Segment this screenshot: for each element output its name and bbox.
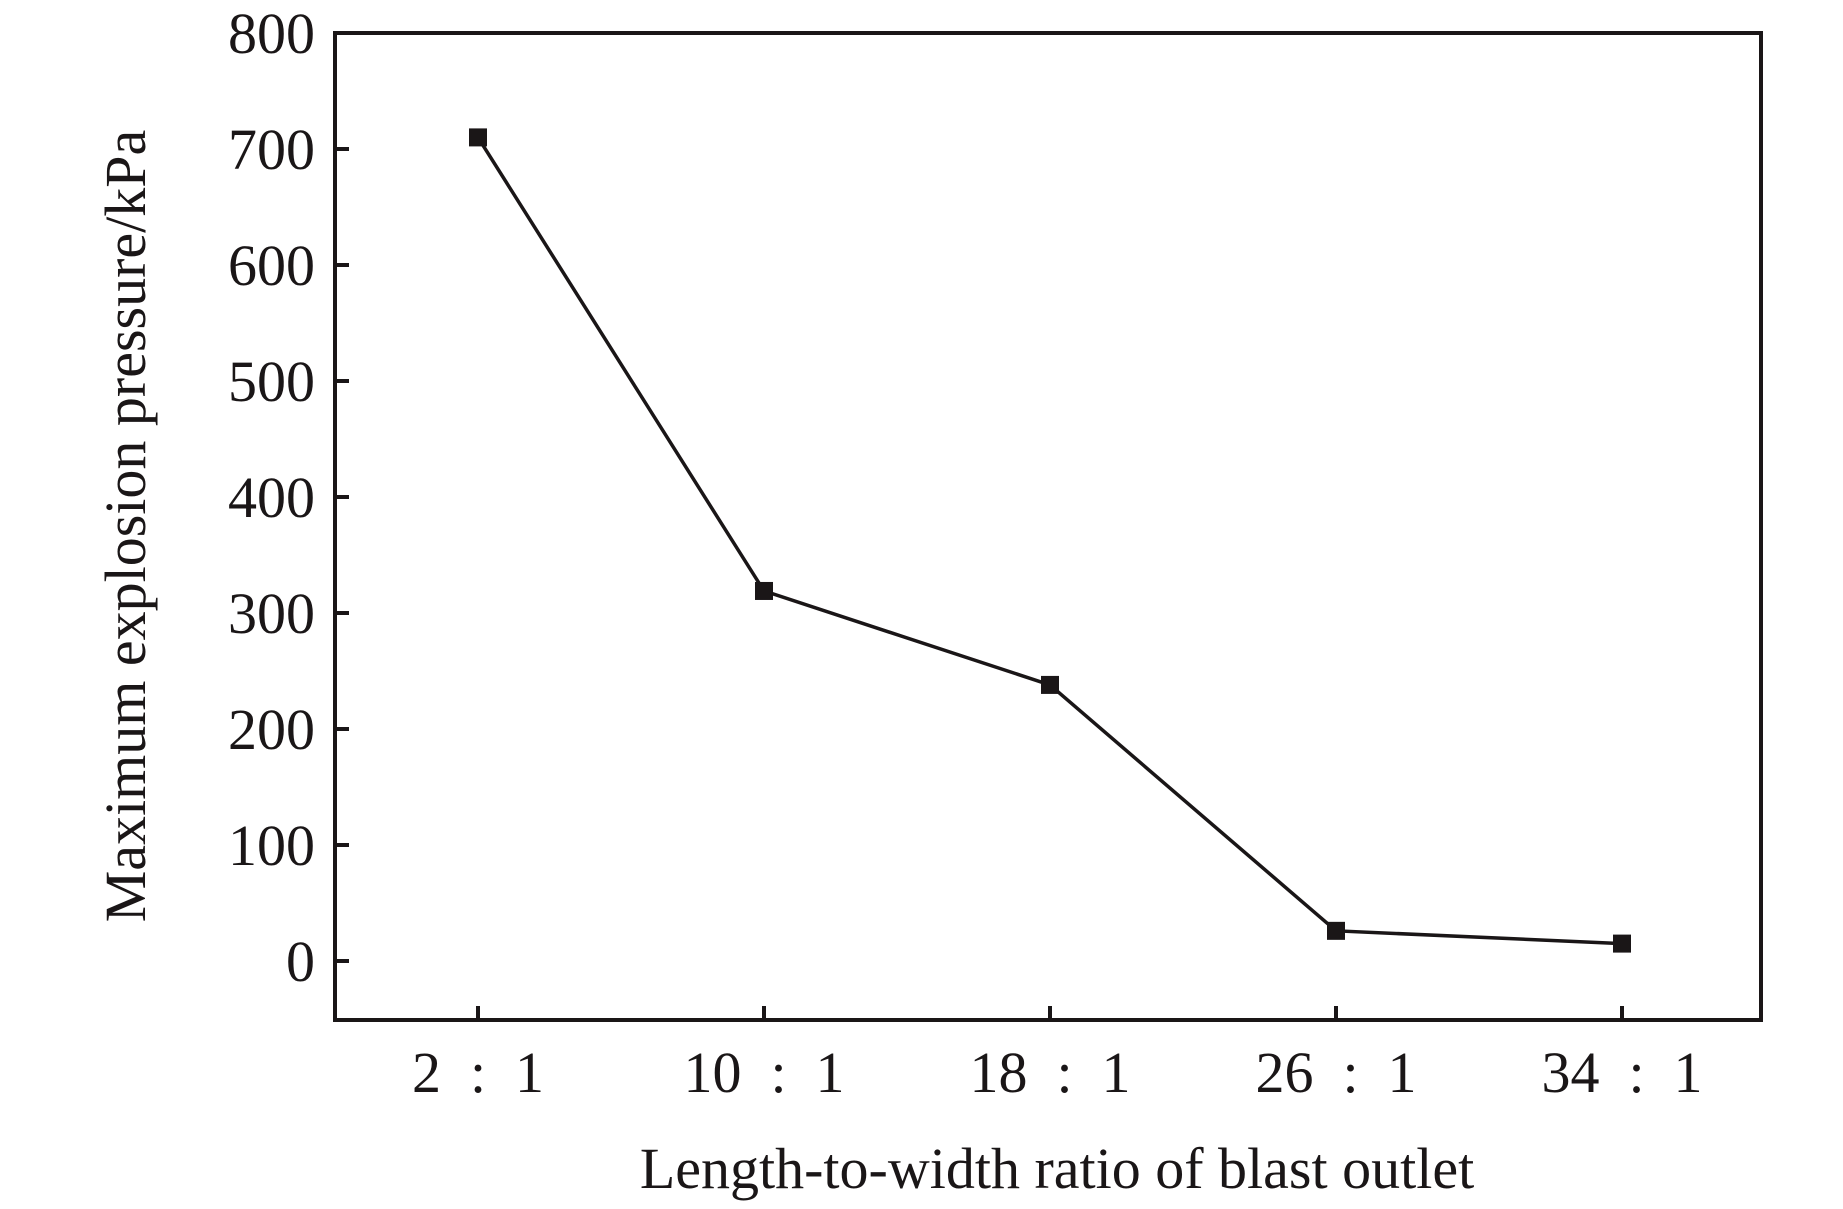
data-point-marker bbox=[469, 128, 487, 147]
plot-frame bbox=[333, 31, 1763, 1022]
y-tick-label: 100 bbox=[228, 813, 315, 878]
series-line bbox=[476, 136, 1623, 946]
y-tick-label: 500 bbox=[228, 349, 315, 414]
y-tick-label: 0 bbox=[286, 929, 315, 994]
x-axis: 2 : 1 10 : 1 18 : 1 26 : 1 34 : 1 bbox=[412, 1006, 1703, 1105]
data-point-marker bbox=[755, 581, 773, 600]
y-axis: 0 100 200 300 400 500 600 700 800 bbox=[228, 1, 349, 994]
y-tick-label: 400 bbox=[228, 465, 315, 530]
x-axis-title: Length-to-width ratio of blast outlet bbox=[640, 1136, 1474, 1201]
y-tick-label: 600 bbox=[228, 233, 315, 298]
x-tick-label: 26 : 1 bbox=[1255, 1040, 1416, 1105]
x-tick-label: 34 : 1 bbox=[1541, 1040, 1702, 1105]
data-point-marker bbox=[1327, 921, 1345, 940]
y-tick-label: 300 bbox=[228, 581, 315, 646]
y-tick-label: 700 bbox=[228, 117, 315, 182]
data-point-marker bbox=[1041, 675, 1059, 694]
series-layer bbox=[469, 128, 1631, 953]
y-tick-label: 800 bbox=[228, 1, 315, 66]
data-point-marker bbox=[1613, 934, 1631, 953]
x-tick-label: 2 : 1 bbox=[412, 1040, 544, 1105]
y-axis-title: Maximum explosion pressure/kPa bbox=[93, 130, 158, 923]
x-tick-label: 18 : 1 bbox=[969, 1040, 1130, 1105]
x-tick-label: 10 : 1 bbox=[683, 1040, 844, 1105]
y-tick-label: 200 bbox=[228, 697, 315, 762]
